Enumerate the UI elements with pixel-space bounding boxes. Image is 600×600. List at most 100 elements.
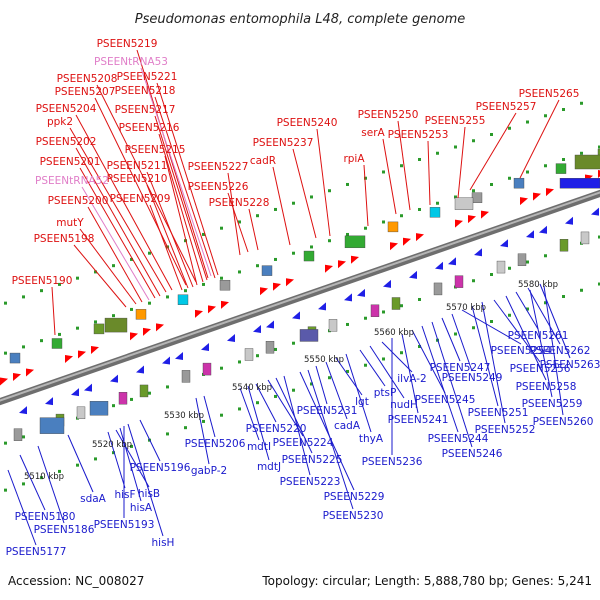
gene-block bbox=[261, 265, 273, 276]
tick-dot bbox=[598, 282, 600, 286]
gene-block bbox=[299, 329, 319, 342]
tick-dot bbox=[580, 151, 583, 155]
tick-dot bbox=[382, 220, 385, 224]
top-gene-label: PSEEN5250 bbox=[358, 109, 419, 121]
top-leader-line bbox=[292, 148, 317, 239]
tick-dot bbox=[238, 270, 241, 274]
tick-dot bbox=[508, 266, 511, 270]
forward-gene-arrow bbox=[520, 197, 528, 206]
tick-dot bbox=[382, 357, 385, 361]
reverse-gene-arrow bbox=[253, 324, 261, 333]
bottom-leader-line bbox=[255, 383, 277, 423]
top-gene-label: cadR bbox=[250, 155, 276, 167]
forward-gene-arrow bbox=[546, 188, 554, 197]
bottom-gene-label: hisF bbox=[114, 489, 135, 501]
bottom-leader-line bbox=[37, 445, 65, 524]
top-gene-label: PSEEN5215 bbox=[125, 144, 186, 156]
gene-block bbox=[559, 239, 569, 252]
bottom-leader-line bbox=[431, 321, 473, 448]
bottom-gene-label: PSEEN5259 bbox=[522, 398, 583, 410]
scale-tick: 5520 kbp bbox=[92, 440, 132, 450]
tick-dot bbox=[238, 407, 241, 411]
tick-dot bbox=[40, 339, 43, 343]
tick-dot bbox=[454, 332, 457, 336]
bottom-leader-line bbox=[239, 387, 260, 441]
top-leader-line bbox=[79, 228, 137, 305]
reverse-gene-arrow bbox=[448, 257, 456, 266]
bottom-gene-label: PSEEN5254 bbox=[491, 345, 552, 357]
bottom-leader-line bbox=[359, 349, 386, 387]
reverse-gene-arrow bbox=[175, 352, 183, 361]
gene-block bbox=[454, 275, 464, 288]
gene-block bbox=[177, 294, 189, 305]
bottom-gene-label: ilvA-2 bbox=[397, 373, 426, 385]
bottom-gene-label: gabP-2 bbox=[191, 465, 227, 477]
top-leader-line bbox=[73, 244, 127, 308]
top-gene-label: PSEEN5255 bbox=[425, 115, 486, 127]
top-leader-line bbox=[156, 82, 219, 276]
tick-dot bbox=[112, 404, 115, 408]
bottom-leader-line bbox=[421, 325, 459, 433]
top-leader-line bbox=[363, 164, 369, 227]
gene-block bbox=[555, 163, 567, 174]
tick-dot bbox=[364, 316, 367, 320]
bottom-leader-line bbox=[127, 423, 164, 537]
gene-block bbox=[202, 362, 212, 376]
forward-gene-arrow bbox=[208, 305, 216, 314]
tick-dot bbox=[472, 139, 475, 143]
bottom-leader-line bbox=[247, 385, 270, 461]
bottom-gene-label: hisH bbox=[152, 537, 175, 549]
bottom-gene-label: mdtI bbox=[247, 441, 271, 453]
bottom-gene-label: mdtJ bbox=[257, 461, 281, 473]
label-leaders bbox=[7, 49, 571, 546]
forward-gene-arrow bbox=[26, 368, 34, 377]
top-gene-label: PSEEN5257 bbox=[476, 101, 537, 113]
bottom-gene-label: PSEEN5241 bbox=[388, 414, 449, 426]
reverse-gene-arrow bbox=[19, 406, 27, 415]
gene-block bbox=[265, 341, 275, 354]
bottom-leader-line bbox=[481, 301, 506, 424]
top-leader-line bbox=[140, 67, 212, 277]
top-leader-line bbox=[248, 208, 259, 251]
tick-dot bbox=[130, 397, 133, 401]
tick-dot bbox=[364, 226, 367, 230]
top-gene-label: PSEEN5198 bbox=[34, 233, 95, 245]
tick-dot bbox=[562, 108, 565, 112]
tick-dot bbox=[454, 145, 457, 149]
top-gene-label: PSEEN5240 bbox=[277, 117, 338, 129]
tick-dot bbox=[202, 419, 205, 423]
bottom-leader-line bbox=[283, 375, 311, 476]
tick-dot bbox=[22, 345, 25, 349]
gene-block bbox=[517, 253, 527, 266]
tick-dot bbox=[76, 326, 79, 330]
tick-dot bbox=[148, 391, 151, 395]
reverse-gene-arrow bbox=[136, 365, 144, 374]
tick-dot bbox=[274, 347, 277, 351]
tick-dot bbox=[292, 388, 295, 392]
bottom-leader-line bbox=[307, 369, 354, 510]
bottom-gene-label: PSEEN5196 bbox=[130, 462, 191, 474]
gene-block bbox=[39, 417, 65, 434]
top-leader-line bbox=[519, 99, 560, 179]
forward-gene-arrow bbox=[390, 242, 398, 251]
bottom-leader-line bbox=[369, 345, 405, 399]
reverse-gene-arrow bbox=[435, 261, 443, 270]
forward-gene-arrow bbox=[65, 354, 73, 363]
tick-dot bbox=[220, 226, 223, 230]
bottom-gene-label: PSEEN5223 bbox=[280, 476, 341, 488]
top-gene-label: PSEEN5208 bbox=[57, 73, 118, 85]
bottom-leader-line bbox=[325, 361, 348, 420]
reverse-gene-arrow bbox=[344, 293, 352, 302]
scale-tick: 5530 kbp bbox=[164, 411, 204, 421]
top-gene-label: PSEEN5200 bbox=[48, 195, 109, 207]
forward-gene-arrow bbox=[0, 377, 8, 386]
tick-dot bbox=[436, 201, 439, 205]
bottom-gene-label: PSEEN5262 bbox=[530, 345, 591, 357]
bottom-gene-label: PSEEN5244 bbox=[428, 433, 489, 445]
tick-dot bbox=[58, 282, 61, 286]
bottom-gene-label: PSEEN5224 bbox=[273, 437, 334, 449]
tick-dot bbox=[22, 435, 25, 439]
tick-dot bbox=[472, 189, 475, 193]
scale-labels: 5510 kbp 5520 kbp 5530 kbp 5540 kbp 5550… bbox=[24, 280, 558, 482]
